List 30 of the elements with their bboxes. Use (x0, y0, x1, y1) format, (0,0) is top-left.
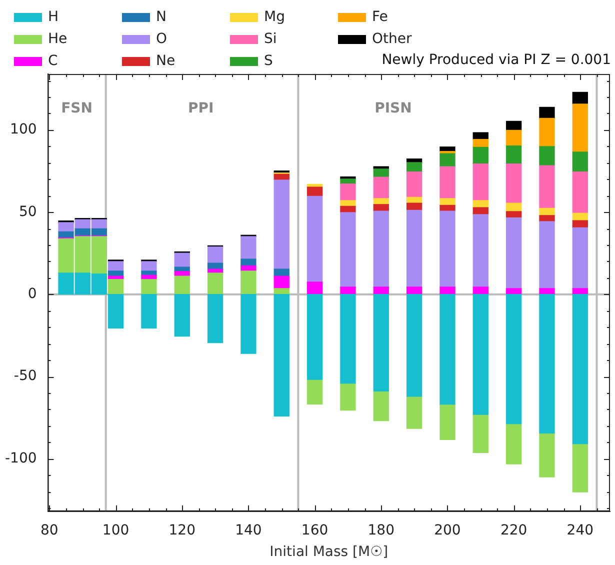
annotation: FSN (61, 100, 92, 117)
x-tick-label: 160 (301, 522, 328, 538)
x-tick-label: 180 (368, 522, 394, 538)
x-tick-label: 140 (235, 522, 262, 538)
annotation: PISN (374, 100, 412, 117)
legend-label: He (48, 31, 68, 47)
x-tick-label: 200 (434, 522, 461, 538)
legend-label: Mg (264, 9, 285, 25)
y-tick-label: -50 (14, 368, 37, 384)
x-tick-label: 240 (566, 522, 594, 538)
legend-label: H (48, 9, 59, 25)
y-tick-label: -100 (4, 450, 37, 466)
legend-label: N (156, 9, 166, 25)
x-tick-label: 220 (500, 522, 528, 538)
x-tick-label: 100 (102, 522, 130, 538)
chart-title: Newly Produced via PI Z = 0.001 (382, 52, 611, 68)
y-tick-label: 0 (28, 286, 37, 302)
annotation: PPI (188, 100, 214, 117)
x-axis-title: Initial Mass [M☉] (270, 544, 388, 560)
x-tick-label: 80 (40, 522, 58, 538)
y-tick-label: 100 (10, 122, 37, 138)
legend-label: Si (264, 31, 277, 47)
legend-label: Other (372, 31, 412, 47)
y-tick-label: 50 (18, 204, 37, 220)
legend-label: S (264, 53, 273, 69)
legend-label: C (48, 53, 58, 69)
legend-label: Ne (156, 53, 176, 69)
x-tick-label: 120 (168, 522, 196, 538)
legend-label: O (156, 31, 168, 47)
legend-label: Fe (372, 9, 388, 25)
